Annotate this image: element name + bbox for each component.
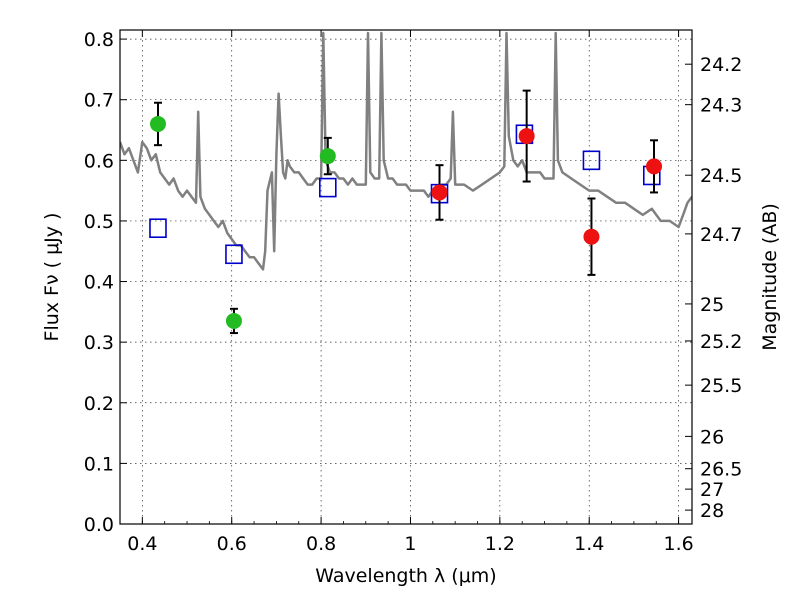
right-tick-label: 26.5 bbox=[700, 459, 742, 481]
observed-point-green bbox=[149, 115, 166, 132]
x-tick-label: 1.4 bbox=[574, 533, 604, 555]
y-tick-label: 0.6 bbox=[84, 150, 114, 172]
observed-point-green bbox=[319, 148, 336, 165]
model-flux-square bbox=[318, 177, 337, 198]
right-tick-label: 27 bbox=[700, 479, 724, 501]
model-flux-square bbox=[225, 244, 243, 265]
right-tick-label: 26 bbox=[700, 426, 724, 448]
x-tick-label: 1.2 bbox=[485, 533, 515, 555]
right-tick-label: 25.2 bbox=[700, 331, 742, 353]
x-tick-label: 1.6 bbox=[663, 533, 693, 555]
y-tick-label: 0.0 bbox=[84, 514, 114, 536]
right-tick-label: 24.7 bbox=[700, 224, 742, 246]
model-flux-square bbox=[582, 150, 601, 171]
right-tick-label: 24.5 bbox=[700, 165, 742, 187]
observed-point-red bbox=[431, 184, 448, 201]
x-tick-label: 0.4 bbox=[127, 533, 157, 555]
right-tick-label: 25 bbox=[700, 294, 724, 316]
right-tick-label: 28 bbox=[700, 500, 724, 522]
y-axis-label: Flux Fν ( μJy ) bbox=[41, 213, 63, 342]
y-tick-label: 0.3 bbox=[84, 332, 114, 354]
model-spectrum-line bbox=[120, 31, 692, 271]
model-flux-square bbox=[149, 218, 167, 239]
x-axis-ticks: 0.4 0.6 0.8 1 1.2 1.4 1.6 bbox=[127, 30, 694, 555]
y-tick-label: 0.5 bbox=[84, 211, 114, 233]
y-tick-label: 0.8 bbox=[84, 29, 114, 51]
y-tick-label: 0.7 bbox=[84, 90, 114, 112]
right-tick-label: 24.2 bbox=[700, 54, 742, 76]
y-tick-label: 0.1 bbox=[84, 453, 114, 475]
y-axis-ticks: 0.0 0.1 0.2 0.3 0.4 0.5 0.6 0.7 0.8 bbox=[84, 29, 127, 536]
x-axis-label: Wavelength λ (μm) bbox=[315, 565, 496, 587]
observed-point-green bbox=[225, 312, 242, 329]
x-tick-label: 0.8 bbox=[306, 533, 336, 555]
x-tick-label: 0.6 bbox=[217, 533, 247, 555]
right-axis-label: Magnitude (AB) bbox=[759, 203, 781, 351]
plot-area bbox=[120, 31, 692, 335]
right-tick-label: 25.5 bbox=[700, 375, 742, 397]
grid-lines bbox=[120, 30, 692, 525]
plot-frame bbox=[119, 29, 693, 525]
y-tick-label: 0.2 bbox=[84, 393, 114, 415]
x-tick-label: 1 bbox=[404, 533, 416, 555]
observed-point-red bbox=[646, 158, 663, 175]
observed-point-red bbox=[518, 128, 535, 145]
right-tick-label: 24.3 bbox=[700, 95, 742, 117]
observed-point-red bbox=[583, 228, 600, 245]
y-tick-label: 0.4 bbox=[84, 272, 114, 294]
